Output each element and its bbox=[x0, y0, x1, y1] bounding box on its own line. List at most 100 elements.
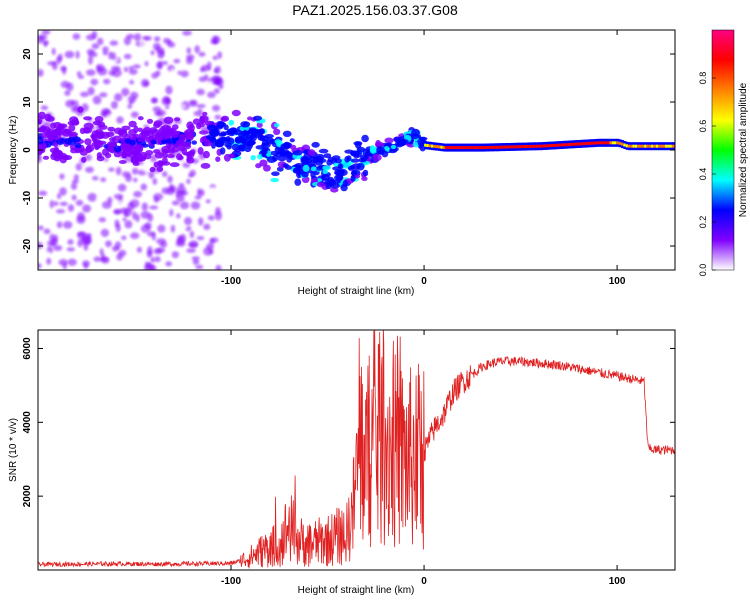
line-cell-inner bbox=[556, 143, 560, 147]
line-cell-inner bbox=[567, 143, 571, 146]
band-cell bbox=[109, 137, 116, 142]
noise-cell bbox=[176, 193, 185, 203]
noise-cell bbox=[189, 230, 195, 239]
band-cell bbox=[302, 164, 310, 172]
noise-cell bbox=[41, 57, 49, 64]
noise-cell bbox=[156, 61, 163, 69]
band-cell bbox=[163, 116, 174, 125]
noise-cell bbox=[178, 78, 185, 85]
noise-cell bbox=[189, 101, 198, 107]
noise-cell bbox=[100, 177, 107, 182]
line-cell-inner bbox=[440, 145, 444, 149]
noise-cell bbox=[124, 98, 130, 106]
noise-cell bbox=[71, 225, 79, 231]
line-cell-inner bbox=[539, 144, 543, 148]
line-cell-inner bbox=[428, 144, 432, 148]
noise-cell bbox=[121, 87, 130, 97]
noise-cell bbox=[186, 47, 192, 54]
line-cell-inner bbox=[468, 146, 472, 150]
band-cell bbox=[186, 153, 192, 162]
noise-cell bbox=[140, 210, 150, 219]
band-cell bbox=[161, 148, 170, 154]
noise-cell bbox=[70, 106, 78, 113]
noise-cell bbox=[191, 256, 200, 261]
band-cell bbox=[50, 153, 58, 161]
noise-cell bbox=[138, 101, 148, 106]
line-cell-inner bbox=[458, 146, 462, 150]
line-cell-inner bbox=[477, 146, 481, 150]
noise-cell bbox=[153, 196, 159, 203]
x-tick-label: -100 bbox=[221, 276, 241, 287]
x-tick-label: 100 bbox=[609, 276, 626, 287]
noise-cell bbox=[87, 86, 95, 96]
noise-cell bbox=[182, 30, 192, 36]
line-cell-inner bbox=[488, 145, 492, 149]
y-tick-label: 20 bbox=[22, 48, 33, 60]
band-cell bbox=[40, 132, 49, 139]
line-cell-inner bbox=[549, 144, 553, 148]
line-cell-inner bbox=[616, 141, 620, 145]
band-cell bbox=[237, 144, 245, 151]
noise-cell bbox=[198, 51, 206, 57]
band-cell bbox=[361, 176, 368, 181]
noise-cell bbox=[185, 57, 194, 65]
band-cell bbox=[259, 159, 268, 167]
noise-cell bbox=[115, 166, 122, 176]
line-cell-inner bbox=[463, 146, 467, 150]
line-cell-inner bbox=[572, 142, 576, 146]
band-cell bbox=[289, 138, 295, 143]
line-cell-inner bbox=[644, 144, 648, 148]
band-cell bbox=[278, 149, 286, 157]
snr-y-label: SNR (10 * v/v) bbox=[8, 418, 19, 482]
noise-cell bbox=[53, 201, 59, 206]
band-cell bbox=[74, 148, 81, 154]
line-cell-inner bbox=[461, 146, 465, 150]
line-cell-inner bbox=[618, 141, 622, 145]
line-cell-inner bbox=[472, 146, 476, 150]
band-cell bbox=[38, 126, 47, 133]
band-cell bbox=[202, 150, 210, 159]
band-cell bbox=[350, 150, 357, 157]
noise-cell bbox=[208, 249, 214, 255]
noise-cell bbox=[59, 173, 65, 180]
noise-cell bbox=[53, 245, 63, 251]
noise-cell bbox=[85, 166, 94, 173]
band-cell bbox=[294, 163, 304, 168]
noise-cell bbox=[64, 50, 75, 59]
noise-cell bbox=[186, 248, 196, 254]
band-cell bbox=[358, 157, 367, 163]
line-cell-inner bbox=[665, 144, 668, 148]
band-cell bbox=[261, 142, 271, 149]
line-cell-inner bbox=[444, 146, 448, 150]
noise-cell bbox=[99, 92, 108, 98]
noise-cell bbox=[38, 155, 42, 163]
noise-cell bbox=[210, 186, 216, 194]
noise-cell bbox=[196, 104, 206, 108]
noise-cell bbox=[108, 167, 115, 172]
noise-cell bbox=[76, 71, 82, 77]
band-cell bbox=[314, 166, 325, 171]
noise-cell bbox=[66, 82, 74, 92]
noise-cell bbox=[128, 68, 138, 75]
y-tick-label: 6000 bbox=[22, 337, 33, 360]
snr-panel: -100 0 100 2000 4000 6000 Height of straight… bbox=[8, 329, 676, 596]
line-cell-inner bbox=[500, 145, 504, 149]
noise-cell bbox=[41, 48, 48, 53]
band-cell bbox=[184, 131, 193, 138]
band-cell bbox=[350, 174, 356, 182]
noise-cell bbox=[114, 93, 123, 102]
band-cell bbox=[118, 160, 127, 164]
noise-cell bbox=[62, 221, 73, 229]
noise-cell bbox=[122, 217, 127, 222]
line-cell-inner bbox=[546, 144, 550, 148]
band-cell bbox=[137, 116, 144, 121]
band-cell bbox=[247, 116, 253, 121]
line-cell-inner bbox=[641, 144, 645, 148]
noise-cell bbox=[56, 56, 62, 65]
band-cell bbox=[107, 126, 115, 132]
x-tick-label: 0 bbox=[421, 576, 427, 587]
noise-cell bbox=[182, 162, 191, 168]
band-cell bbox=[292, 150, 303, 156]
band-cell bbox=[282, 130, 292, 137]
band-cell bbox=[61, 128, 72, 137]
